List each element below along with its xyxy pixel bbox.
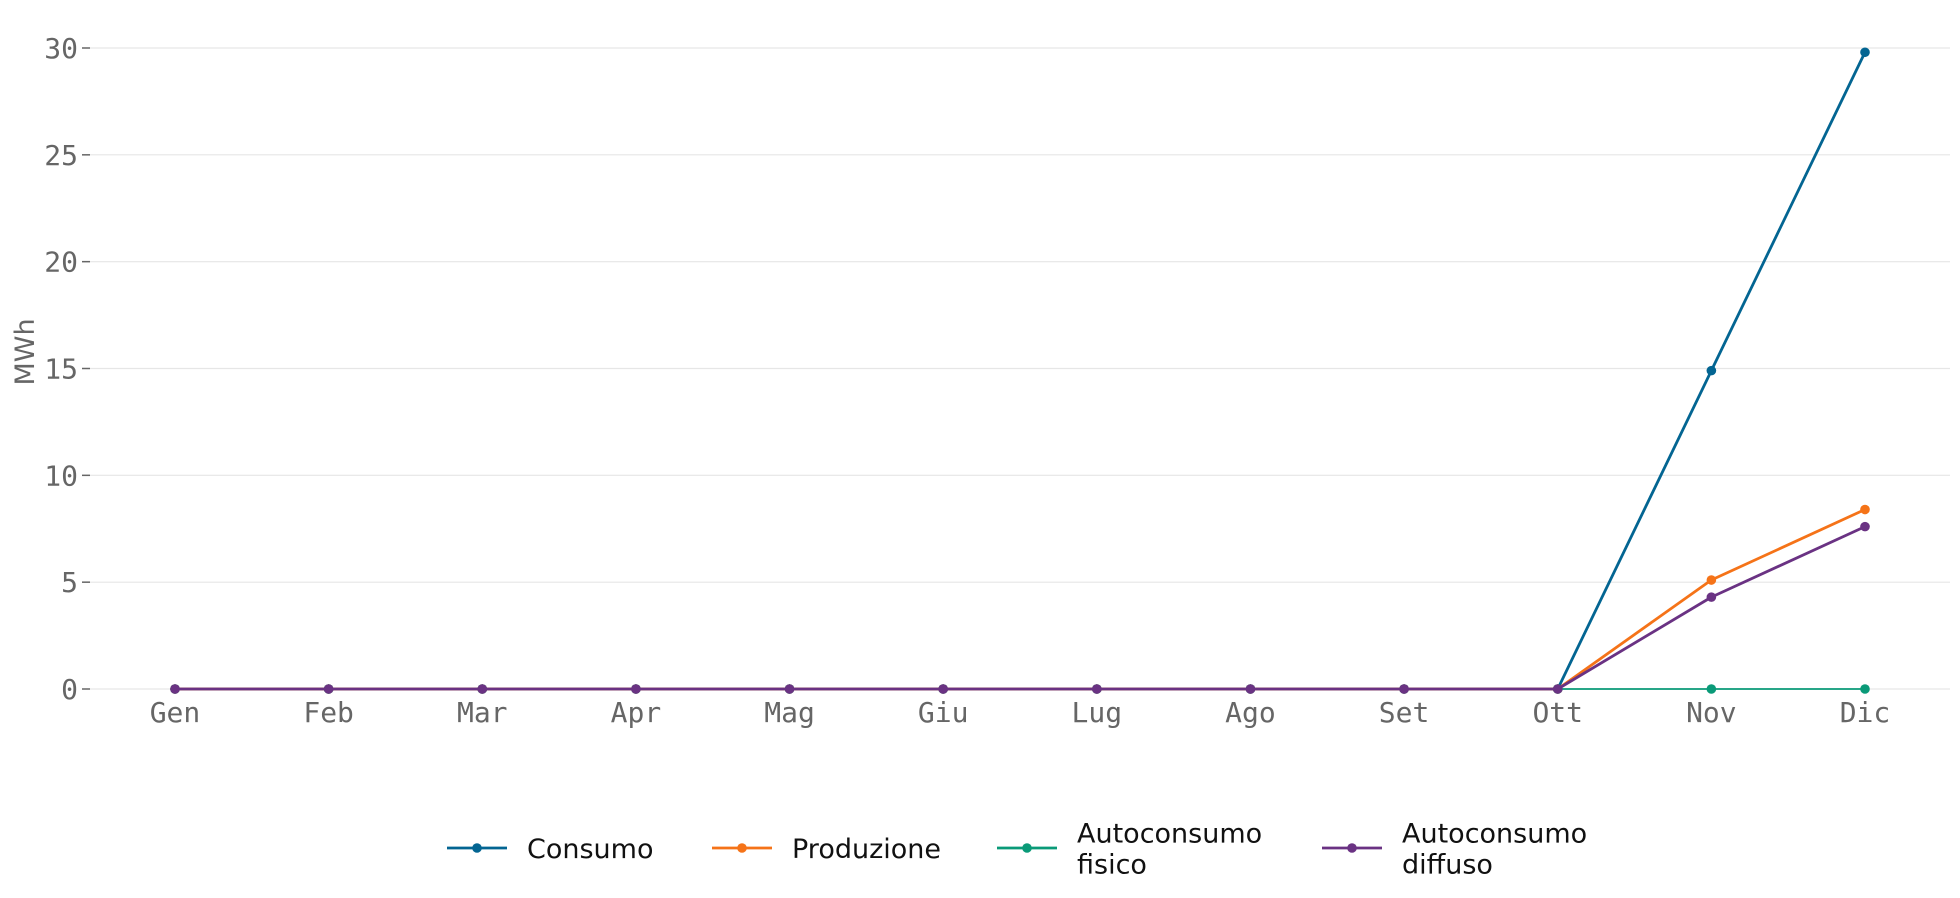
legend-swatch-marker <box>472 843 482 853</box>
data-point <box>1092 684 1102 694</box>
data-point <box>1399 684 1409 694</box>
data-point <box>323 684 334 694</box>
data-point <box>1706 365 1717 376</box>
y-tick-label: 25 <box>44 139 78 172</box>
data-point <box>1706 684 1717 694</box>
x-tick-label: Mar <box>457 696 508 729</box>
x-tick-label: Mag <box>764 696 815 729</box>
data-point <box>938 684 948 694</box>
legend-swatch-marker <box>1347 843 1357 853</box>
data-point <box>477 684 488 694</box>
legend-label: fisico <box>1077 850 1147 881</box>
legend-swatch-marker <box>1022 843 1032 853</box>
series-line <box>175 51 1867 691</box>
x-tick-label: Feb <box>303 696 354 729</box>
x-tick-label: Giu <box>918 696 969 729</box>
data-point <box>631 684 641 694</box>
series-line <box>175 508 1866 691</box>
x-tick-label: Ott <box>1532 696 1583 729</box>
series-produzione <box>170 504 1870 694</box>
legend[interactable]: Consumo Produzione AutoconsumofisicoAutoco… <box>447 819 1587 881</box>
legend-label: diffuso <box>1402 850 1493 881</box>
legend-item[interactable]: Consumo <box>447 834 653 865</box>
legend-swatch-marker <box>737 843 747 853</box>
y-axis: 0 5 10 15 20 25 30 <box>44 32 90 706</box>
series-line <box>175 525 1866 691</box>
grid-lines <box>90 47 1950 690</box>
x-tick-label: Gen <box>150 696 201 729</box>
data-point <box>1860 504 1870 515</box>
y-tick-label: 5 <box>61 566 78 599</box>
x-tick-label: Apr <box>611 696 662 729</box>
legend-item[interactable]: Produzione <box>712 834 941 865</box>
series-lines <box>170 47 1870 694</box>
x-tick-label: Lug <box>1072 696 1123 729</box>
x-tick-label: Ago <box>1225 696 1276 729</box>
y-tick-label: 0 <box>61 673 78 706</box>
data-point <box>1245 684 1256 694</box>
x-axis: Gen Feb Mar Apr Mag Giu Lug Ago Set Ott Nov Dic <box>150 696 1891 729</box>
x-tick-label: Nov <box>1686 696 1737 729</box>
data-point <box>1860 521 1870 532</box>
x-tick-label: Dic <box>1840 696 1891 729</box>
legend-label: Consumo <box>527 834 653 865</box>
y-tick-label: 30 <box>44 32 78 65</box>
data-point <box>1552 684 1563 694</box>
y-tick-label: 20 <box>44 246 78 279</box>
y-tick-label: 15 <box>44 353 78 386</box>
legend-label: Autoconsumo <box>1402 819 1587 850</box>
y-tick-label: 10 <box>44 459 78 492</box>
data-point <box>784 684 795 694</box>
series-autoconsumo-diffuso <box>170 521 1870 694</box>
series-consumo <box>170 47 1870 694</box>
data-point <box>1706 592 1717 602</box>
x-tick-label: Set <box>1379 696 1430 729</box>
data-point <box>1860 47 1870 58</box>
data-point <box>1860 684 1870 694</box>
legend-label: Autoconsumo <box>1077 819 1262 850</box>
legend-label: Produzione <box>792 834 941 865</box>
y-axis-title: MWh <box>10 318 41 385</box>
data-point <box>170 684 180 694</box>
data-point <box>1706 575 1717 585</box>
